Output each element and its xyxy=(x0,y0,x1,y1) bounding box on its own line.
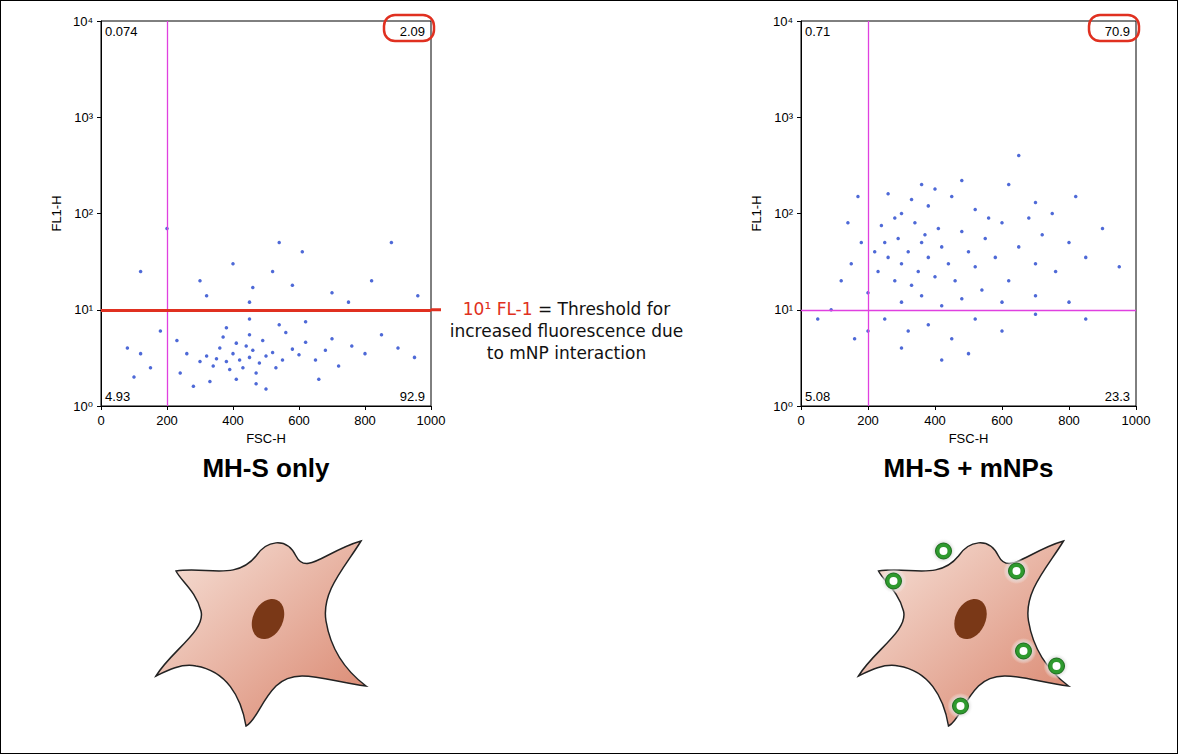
svg-text:800: 800 xyxy=(1058,413,1080,428)
svg-text:10⁰: 10⁰ xyxy=(773,399,793,414)
svg-text:200: 200 xyxy=(857,413,879,428)
svg-text:10³: 10³ xyxy=(74,110,93,125)
svg-text:600: 600 xyxy=(991,413,1013,428)
svg-text:10⁰: 10⁰ xyxy=(73,399,93,414)
svg-text:0.074: 0.074 xyxy=(105,24,138,39)
svg-text:400: 400 xyxy=(222,413,244,428)
svg-text:10⁴: 10⁴ xyxy=(773,14,793,29)
svg-text:0.71: 0.71 xyxy=(805,24,830,39)
svg-text:FSC-H: FSC-H xyxy=(246,431,286,446)
svg-text:FSC-H: FSC-H xyxy=(949,431,989,446)
svg-text:92.9: 92.9 xyxy=(400,389,425,404)
svg-text:1000: 1000 xyxy=(417,413,446,428)
svg-text:5.08: 5.08 xyxy=(805,389,830,404)
svg-text:2.09: 2.09 xyxy=(400,24,425,39)
svg-text:0: 0 xyxy=(97,413,104,428)
html-text:MH-S + mNPs: MH-S + mNPs xyxy=(883,453,1054,483)
svg-text:10²: 10² xyxy=(74,206,93,221)
svg-text:600: 600 xyxy=(288,413,310,428)
svg-text:4.93: 4.93 xyxy=(105,389,130,404)
svg-text:23.3: 23.3 xyxy=(1105,389,1130,404)
svg-text:400: 400 xyxy=(924,413,946,428)
svg-text:10²: 10² xyxy=(774,206,793,221)
svg-text:1000: 1000 xyxy=(1122,413,1151,428)
svg-text:FL1-H: FL1-H xyxy=(749,195,764,231)
svg-text:10¹: 10¹ xyxy=(74,302,93,317)
svg-text:10⁴: 10⁴ xyxy=(73,14,93,29)
html-text:MH-S only: MH-S only xyxy=(202,453,330,483)
svg-text:0: 0 xyxy=(797,413,804,428)
svg-text:70.9: 70.9 xyxy=(1105,24,1130,39)
html-text:10¹ FL-1 = Threshold for incre: 10¹ FL-1 = Threshold for increased fluor… xyxy=(449,299,684,363)
svg-text:10¹: 10¹ xyxy=(774,302,793,317)
svg-text:FL1-H: FL1-H xyxy=(49,195,64,231)
svg-text:10³: 10³ xyxy=(774,110,793,125)
svg-text:200: 200 xyxy=(156,413,178,428)
svg-text:800: 800 xyxy=(354,413,376,428)
